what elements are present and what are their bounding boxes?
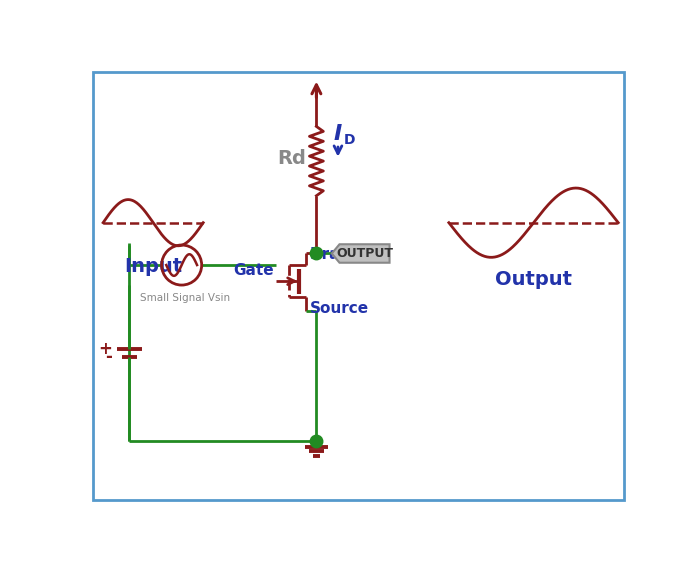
Text: +: +	[99, 340, 112, 358]
Text: Drain: Drain	[309, 247, 356, 261]
Text: D: D	[344, 133, 355, 147]
Text: OUTPUT: OUTPUT	[336, 247, 393, 260]
Text: Gate: Gate	[233, 263, 274, 278]
Text: I: I	[333, 124, 342, 144]
Text: Output: Output	[495, 271, 572, 289]
Text: Source: Source	[309, 301, 369, 316]
Text: Small Signal Vsin: Small Signal Vsin	[141, 293, 230, 303]
Polygon shape	[332, 245, 389, 263]
Text: Rd: Rd	[277, 148, 306, 168]
Text: Input: Input	[124, 258, 182, 276]
Text: -: -	[106, 348, 112, 366]
